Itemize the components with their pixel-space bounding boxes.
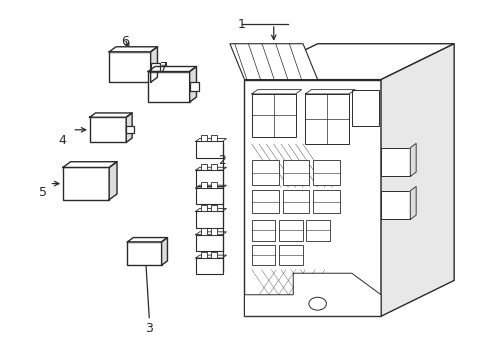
Text: 5: 5 [39,186,47,199]
Bar [195,188,222,204]
Bar [305,94,348,144]
Polygon shape [244,80,380,316]
Bar [201,252,207,258]
Bar [127,242,161,265]
Bar [251,220,275,240]
Text: 1: 1 [238,18,245,31]
Bar [195,170,222,186]
Polygon shape [380,44,453,316]
Bar [195,258,222,274]
Bar [211,252,217,258]
Bar [89,117,126,142]
Polygon shape [150,47,157,82]
Text: 7: 7 [160,60,168,73]
Bar [211,181,217,188]
Text: 6: 6 [121,35,129,49]
Bar [211,135,217,141]
Bar [351,90,378,126]
Bar [380,148,409,176]
Polygon shape [109,162,117,200]
Polygon shape [148,67,196,72]
Bar [189,82,198,91]
Polygon shape [409,143,415,176]
Polygon shape [109,47,157,52]
Text: 4: 4 [59,134,66,147]
Bar [201,228,207,235]
Bar [211,164,217,170]
Bar [195,141,222,158]
Bar [109,52,150,82]
Bar [279,246,302,265]
Text: 3: 3 [145,322,153,335]
Bar [380,191,409,220]
Bar [251,160,278,185]
Bar [150,63,160,71]
Bar [211,205,217,211]
Bar [251,190,278,213]
Bar [279,220,302,240]
Bar [148,72,189,102]
Polygon shape [244,273,380,316]
Polygon shape [229,44,317,80]
Bar [126,126,134,133]
Bar [201,181,207,188]
Polygon shape [127,238,167,242]
Circle shape [308,297,326,310]
Bar [251,94,295,137]
Bar [63,167,109,200]
Polygon shape [63,162,117,167]
Bar [211,228,217,235]
Bar [306,220,329,240]
Bar [282,190,309,213]
Polygon shape [244,44,453,80]
Bar [313,160,339,185]
Bar [195,211,222,228]
Bar [201,164,207,170]
Bar [195,235,222,251]
Polygon shape [409,186,415,220]
Text: 2: 2 [217,154,225,167]
Polygon shape [126,113,132,142]
Bar [282,160,309,185]
Polygon shape [189,67,196,102]
Bar [201,205,207,211]
Bar [313,190,339,213]
Bar [251,246,275,265]
Polygon shape [161,238,167,265]
Polygon shape [89,113,132,117]
Bar [201,135,207,141]
